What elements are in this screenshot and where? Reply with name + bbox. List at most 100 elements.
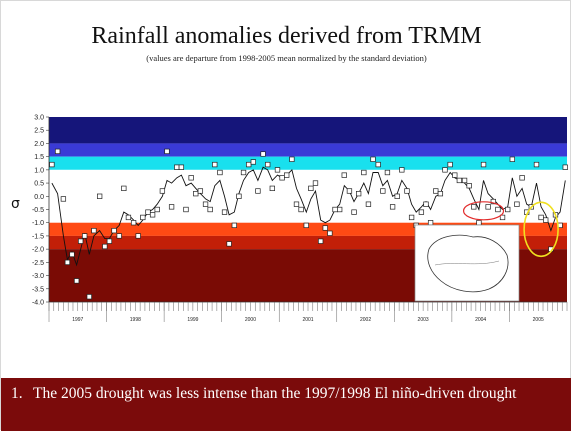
data-point — [246, 161, 252, 168]
data-point — [279, 175, 285, 181]
bullet-banner: 1. The 2005 drought was less intense than… — [1, 378, 571, 431]
x-year-label: 2005 — [533, 317, 544, 323]
data-point — [212, 161, 218, 168]
y-tick-label: -0.5 — [32, 207, 44, 214]
anomaly-band-2 — [49, 156, 567, 170]
y-tick-label: 2.5 — [34, 128, 44, 135]
data-point — [485, 204, 491, 210]
data-point — [456, 177, 463, 184]
data-point — [202, 201, 209, 207]
data-point — [466, 183, 472, 189]
data-point — [365, 201, 372, 207]
x-year-label: 2003 — [418, 317, 429, 323]
data-point — [380, 188, 386, 194]
data-point — [86, 294, 92, 300]
data-point — [322, 225, 328, 231]
data-point — [303, 222, 309, 229]
data-point — [289, 156, 295, 162]
data-point — [102, 243, 108, 250]
data-point — [355, 190, 362, 197]
data-point — [562, 164, 568, 170]
data-point — [64, 259, 71, 266]
data-point — [69, 251, 75, 258]
anomaly-band-1 — [49, 143, 567, 157]
data-point — [130, 220, 137, 226]
data-point — [514, 201, 520, 207]
data-point — [207, 206, 213, 213]
data-point — [404, 188, 410, 194]
data-point — [73, 278, 80, 284]
data-point — [106, 238, 113, 244]
data-point — [168, 204, 175, 210]
data-point — [538, 214, 544, 221]
data-point — [543, 217, 549, 223]
data-point — [433, 188, 439, 194]
data-point — [423, 201, 429, 207]
data-point — [341, 172, 347, 178]
data-point — [183, 206, 189, 213]
smoothed-series-line — [51, 166, 566, 267]
data-point — [427, 220, 434, 226]
data-point — [418, 209, 425, 215]
data-point — [149, 212, 156, 218]
data-point — [346, 188, 353, 194]
y-axis-label: σ — [11, 196, 20, 212]
data-point — [361, 169, 367, 176]
data-point — [154, 206, 160, 213]
x-year-label: 1998 — [130, 317, 141, 323]
data-point — [308, 185, 314, 192]
x-year-label: 2001 — [302, 317, 313, 323]
y-tick-label: -3.5 — [32, 286, 44, 293]
x-year-label: 2002 — [360, 317, 371, 323]
bullet-text: The 2005 drought was less intense than t… — [33, 385, 517, 402]
bullet-item: 1. The 2005 drought was less intense than… — [11, 384, 565, 404]
data-point — [250, 159, 256, 165]
y-tick-label: 3.0 — [34, 115, 44, 122]
data-point — [490, 198, 496, 205]
y-tick-label: 0.0 — [34, 194, 44, 201]
data-point — [461, 177, 468, 184]
basin-outline — [427, 234, 509, 293]
data-point — [269, 185, 275, 192]
data-point — [394, 193, 400, 199]
inset-map — [414, 224, 520, 302]
y-tick-label: -2.0 — [32, 247, 44, 254]
data-point — [91, 227, 97, 234]
data-point — [399, 167, 405, 173]
data-point — [312, 180, 319, 186]
data-point — [408, 214, 415, 221]
data-point — [260, 151, 266, 157]
y-tick-label: 0.5 — [34, 181, 44, 188]
x-axis: 1997 1998 1999 2000 2001 2002 2003 2004 2005 — [48, 301, 568, 323]
slide-title: Rainfall anomalies derived from TRMM — [91, 23, 482, 49]
data-point — [174, 164, 180, 170]
y-tick-label: -2.5 — [32, 260, 44, 267]
river-line — [434, 260, 500, 266]
data-point — [495, 206, 501, 213]
data-point — [164, 148, 170, 155]
data-point — [178, 164, 185, 170]
data-point — [60, 196, 67, 202]
data-point — [480, 161, 487, 168]
data-point — [197, 188, 204, 194]
data-point — [221, 209, 228, 215]
data-point — [140, 214, 146, 221]
x-year-label: 1997 — [72, 317, 83, 323]
data-point — [389, 204, 396, 210]
smoothed-line-group — [51, 166, 566, 267]
x-year-label: 1999 — [187, 317, 198, 323]
slide-subtitle: (values are departure from 1998-2005 mea… — [146, 53, 427, 63]
data-point — [255, 188, 261, 194]
data-point — [236, 193, 242, 199]
data-point — [125, 214, 132, 221]
data-point — [111, 227, 117, 234]
data-point — [159, 188, 166, 194]
y-tick-label: 1.0 — [34, 167, 44, 174]
data-point — [499, 214, 506, 221]
y-tick-label: -3.0 — [32, 273, 44, 280]
data-point — [442, 167, 448, 173]
data-point — [332, 206, 338, 213]
data-point — [505, 206, 511, 213]
data-point — [447, 161, 453, 168]
